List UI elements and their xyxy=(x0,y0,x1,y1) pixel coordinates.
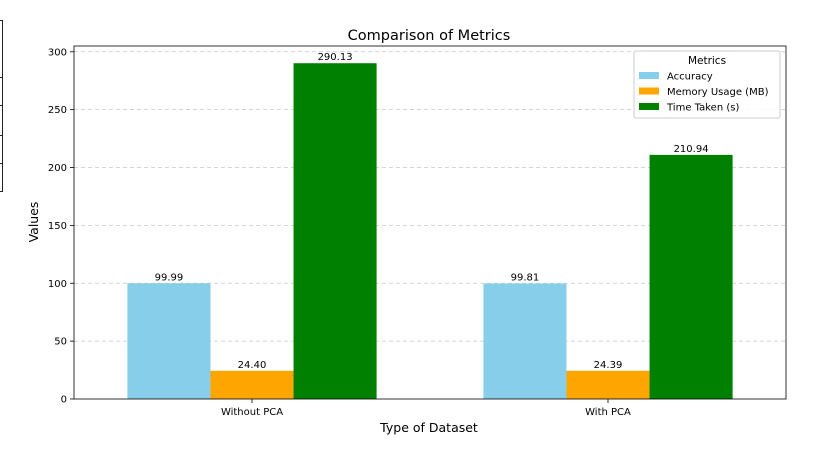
bar xyxy=(649,154,733,399)
cropped-panel-tick xyxy=(0,105,3,106)
legend-swatch xyxy=(639,87,659,95)
y-axis-label: Values xyxy=(26,202,41,243)
bars xyxy=(127,63,733,399)
legend-label: Accuracy xyxy=(667,72,713,83)
legend-swatch xyxy=(639,103,659,110)
y-tick-label: 300 xyxy=(48,47,67,58)
bar xyxy=(566,370,650,399)
cropped-panel-edge xyxy=(0,20,3,192)
x-tick-label: With PCA xyxy=(585,407,631,418)
legend-label: Time Taken (s) xyxy=(666,103,739,114)
legend-title: Metrics xyxy=(688,55,726,67)
bar-value-label: 99.99 xyxy=(155,272,184,283)
cropped-panel-tick xyxy=(0,77,3,78)
y-tick-label: 0 xyxy=(61,395,67,406)
bar-value-label: 24.40 xyxy=(238,360,267,371)
y-tick-label: 100 xyxy=(48,279,67,290)
bar xyxy=(210,370,294,399)
value-labels: 99.99 24.40 290.13 99.81 24.39 210.94 xyxy=(155,52,709,371)
legend-box xyxy=(633,50,781,119)
legend-label: Memory Usage (MB) xyxy=(667,87,769,98)
y-tick-label: 50 xyxy=(54,337,67,348)
y-axis-ticks: 0 50 100 150 200 250 300 xyxy=(48,47,74,406)
bar-value-label: 210.94 xyxy=(674,144,709,155)
legend-swatch xyxy=(639,72,659,79)
y-tick-label: 250 xyxy=(48,105,67,116)
plot-frame xyxy=(73,45,787,400)
bar-value-label: 24.39 xyxy=(594,360,623,371)
x-tick-label: Without PCA xyxy=(221,407,283,418)
legend-items: Accuracy Memory Usage (MB) Time Taken (s) xyxy=(639,72,769,114)
cropped-panel-tick xyxy=(0,163,3,164)
x-axis-ticks: Without PCA With PCA xyxy=(221,399,631,418)
chart-title: Comparison of Metrics xyxy=(348,28,511,44)
y-tick-label: 200 xyxy=(48,163,67,174)
bar xyxy=(293,63,377,399)
x-axis-label: Type of Dataset xyxy=(379,420,478,435)
legend: Metrics Accuracy Memory Usage (MB) Time Ta… xyxy=(633,50,781,119)
cropped-panel-tick xyxy=(0,135,3,136)
bar-value-label: 99.81 xyxy=(511,272,540,283)
bar xyxy=(127,283,211,399)
bar xyxy=(483,283,567,399)
y-tick-label: 150 xyxy=(48,221,67,232)
bar-value-label: 290.13 xyxy=(318,52,353,63)
